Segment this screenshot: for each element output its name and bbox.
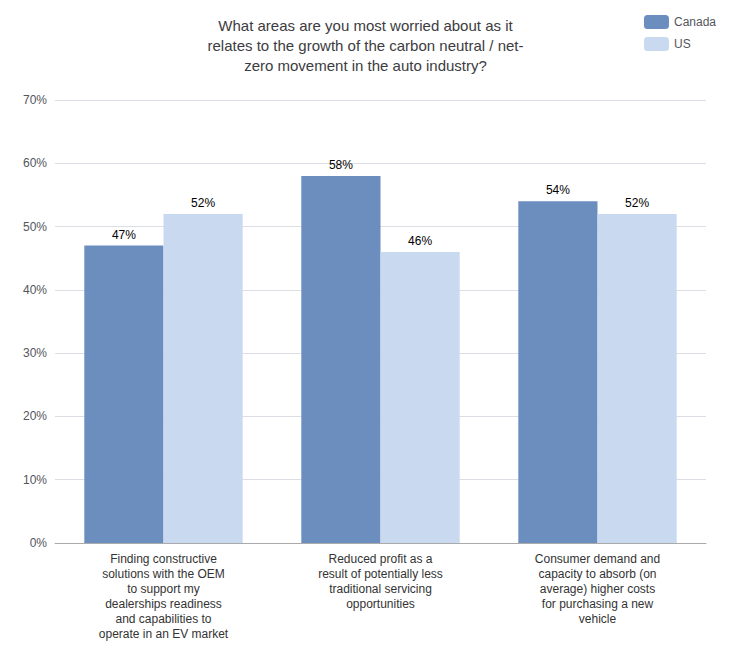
svg-text:solutions with the OEM: solutions with the OEM [102, 567, 225, 581]
svg-text:Reduced profit as a: Reduced profit as a [328, 552, 432, 566]
svg-text:58%: 58% [329, 158, 353, 172]
svg-text:30%: 30% [23, 346, 47, 360]
svg-text:capacity to absorb (on: capacity to absorb (on [538, 567, 656, 581]
svg-text:40%: 40% [23, 283, 47, 297]
svg-text:vehicle: vehicle [579, 612, 617, 626]
svg-text:opportunities: opportunities [346, 597, 415, 611]
svg-text:47%: 47% [112, 228, 136, 242]
svg-text:US: US [674, 37, 691, 51]
svg-text:average) higher costs: average) higher costs [540, 582, 655, 596]
svg-text:60%: 60% [23, 156, 47, 170]
svg-text:70%: 70% [23, 93, 47, 107]
svg-text:10%: 10% [23, 473, 47, 487]
svg-text:traditional servicing: traditional servicing [329, 582, 432, 596]
svg-text:relates to the growth of the c: relates to the growth of the carbon neut… [207, 37, 523, 54]
svg-text:result of potentially less: result of potentially less [318, 567, 443, 581]
svg-text:0%: 0% [30, 536, 48, 550]
svg-text:52%: 52% [191, 196, 215, 210]
svg-text:46%: 46% [408, 234, 432, 248]
svg-text:Finding constructive: Finding constructive [110, 552, 217, 566]
svg-text:to support my: to support my [127, 582, 200, 596]
svg-text:What areas are you most worrie: What areas are you most worried about as… [218, 17, 513, 34]
svg-text:operate in an EV market: operate in an EV market [99, 627, 229, 641]
svg-text:and capabilities to: and capabilities to [115, 612, 211, 626]
svg-text:52%: 52% [625, 196, 649, 210]
svg-text:zero movement in the auto indu: zero movement in the auto industry? [244, 57, 487, 74]
svg-text:dealerships readiness: dealerships readiness [105, 597, 222, 611]
svg-text:54%: 54% [546, 183, 570, 197]
svg-text:Canada: Canada [674, 15, 716, 29]
svg-text:for purchasing a new: for purchasing a new [542, 597, 654, 611]
svg-text:50%: 50% [23, 220, 47, 234]
svg-text:20%: 20% [23, 409, 47, 423]
svg-text:Consumer demand and: Consumer demand and [535, 552, 660, 566]
